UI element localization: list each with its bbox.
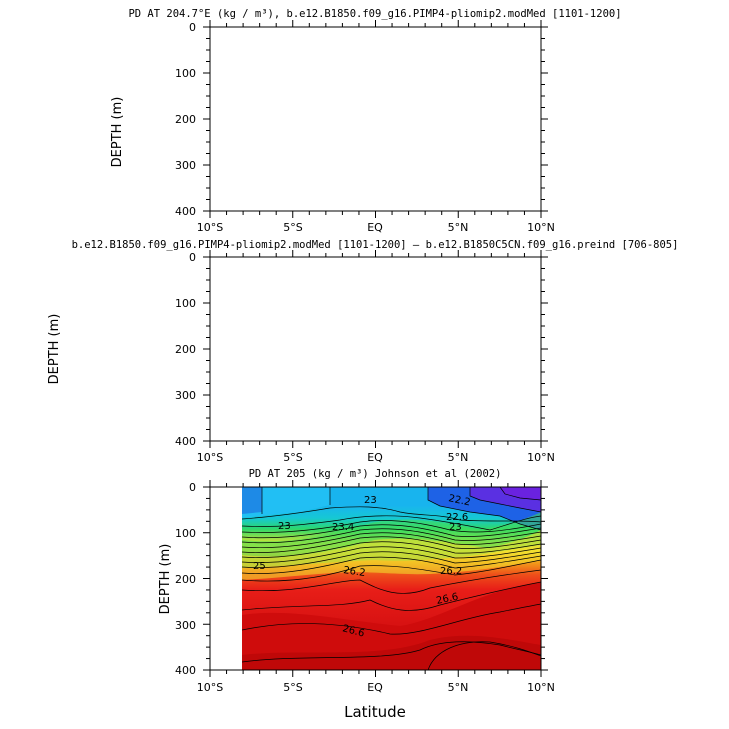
contour-label-23-a: 23 [364, 495, 377, 506]
panel-2-ytick-0: 0 [189, 251, 196, 264]
panel-2-ylabel: DEPTH (m) [47, 314, 62, 385]
panel-1-ytick-0: 0 [189, 21, 196, 34]
panel-3-contour-labels: 22.2 22.6 23 23 23 23.4 25 26.2 26.2 26.… [253, 493, 471, 639]
panel-1-ytick-100: 100 [175, 67, 196, 80]
contour-label-26-2-a: 26.2 [343, 565, 367, 579]
panel-2: b.e12.B1850.f09_g16.PIMP4-pliomip2.modMe… [47, 239, 678, 464]
panel-1-xtick-5s: 5°S [283, 221, 302, 234]
panel-2-plot-frame [209, 256, 542, 442]
panel-2-xtick-5s: 5°S [283, 451, 302, 464]
panel-3-ytick-0: 0 [189, 481, 196, 494]
panel-2-ticks [203, 250, 548, 448]
contour-label-23-4: 23.4 [332, 522, 354, 533]
panel-3-ytick-400: 400 [175, 664, 196, 677]
panel-3-contour-lines [242, 487, 541, 670]
contour-label-23-b: 23 [278, 521, 291, 532]
panel-2-ytick-300: 300 [175, 389, 196, 402]
panel-3-ylabel: DEPTH (m) [158, 544, 173, 615]
panel-2-ytick-200: 200 [175, 343, 196, 356]
panel-3-no-data-region [210, 487, 242, 670]
panel-3: PD AT 205 (kg / m³) Johnson et al (2002) [158, 468, 555, 721]
contour-label-26-2-b: 26.2 [440, 566, 462, 577]
panel-2-xtick-eq: EQ [367, 451, 383, 464]
panel-1-ytick-400: 400 [175, 205, 196, 218]
panel-3-xtick-5s: 5°S [283, 681, 302, 694]
panel-1-xtick-5n: 5°N [448, 221, 469, 234]
panel-3-xlabel: Latitude [344, 703, 406, 721]
panel-2-xtick-10s: 10°S [197, 451, 223, 464]
panel-3-ytick-200: 200 [175, 573, 196, 586]
panel-1-ylabel: DEPTH (m) [110, 97, 125, 168]
panel-1-plot-frame [209, 26, 542, 212]
panel-1-xtick-10n: 10°N [527, 221, 555, 234]
panel-1: PD AT 204.7°E (kg / m³), b.e12.B1850.f09… [110, 8, 622, 234]
panel-2-ytick-400: 400 [175, 435, 196, 448]
panel-1-xtick-10s: 10°S [197, 221, 223, 234]
panel-3-xtick-10s: 10°S [197, 681, 223, 694]
panel-3-ticks [203, 480, 548, 677]
panel-2-xtick-5n: 5°N [448, 451, 469, 464]
panel-3-xtick-5n: 5°N [448, 681, 469, 694]
panel-2-title: b.e12.B1850.f09_g16.PIMP4-pliomip2.modMe… [72, 239, 679, 251]
panel-1-xtick-eq: EQ [367, 221, 383, 234]
panel-3-contour-field [242, 487, 541, 670]
panel-3-ytick-300: 300 [175, 619, 196, 632]
panel-2-xtick-10n: 10°N [527, 451, 555, 464]
contour-label-26-6-a: 26.6 [435, 592, 459, 607]
panel-3-xtick-10n: 10°N [527, 681, 555, 694]
contour-label-22-6: 22.6 [446, 512, 468, 523]
contour-label-23-c: 23 [449, 522, 462, 533]
contour-label-25: 25 [253, 561, 266, 572]
panel-1-ytick-200: 200 [175, 113, 196, 126]
panel-1-ticks [203, 20, 548, 218]
panel-1-ytick-300: 300 [175, 159, 196, 172]
panel-3-title: PD AT 205 (kg / m³) Johnson et al (2002) [249, 468, 502, 480]
panel-3-ytick-100: 100 [175, 527, 196, 540]
panel-2-ytick-100: 100 [175, 297, 196, 310]
panel-3-xtick-eq: EQ [367, 681, 383, 694]
panel-1-title: PD AT 204.7°E (kg / m³), b.e12.B1850.f09… [128, 8, 621, 20]
contour-label-22-2: 22.2 [447, 493, 471, 508]
